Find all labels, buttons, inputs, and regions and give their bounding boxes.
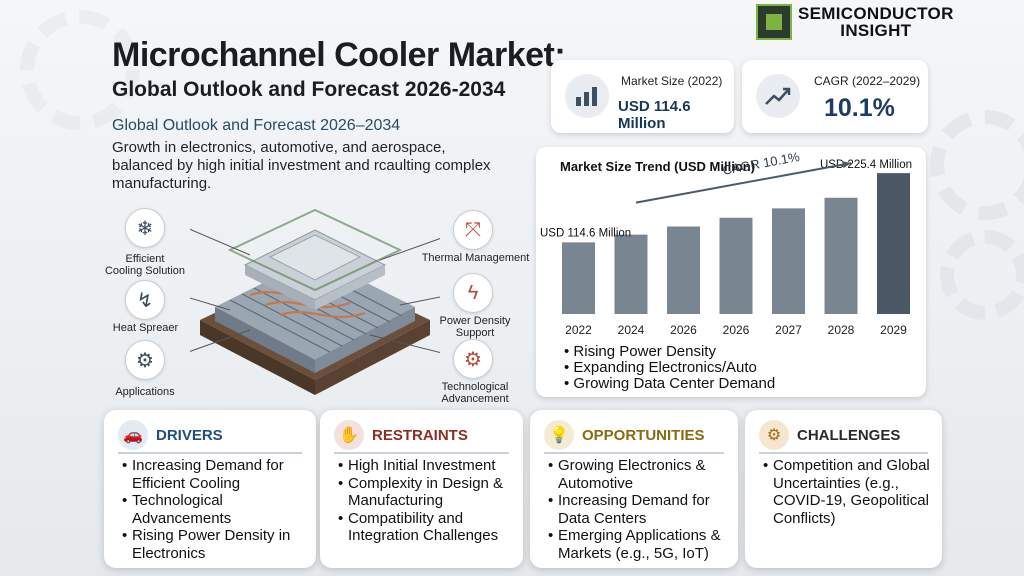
drivers-title: DRIVERS — [156, 426, 223, 444]
opportunities-title: OPPORTUNITIES — [582, 426, 705, 444]
chart-bar — [719, 217, 753, 314]
list-item: High Initial Investment — [338, 457, 515, 475]
brand-line2: INSIGHT — [840, 21, 912, 40]
trend-up-icon — [756, 74, 800, 118]
list-item: Increasing Demand for Efficient Cooling — [122, 457, 308, 492]
label-efficient-cooling: Efficient Cooling Solution — [100, 253, 190, 277]
snowflake-icon: ❄ — [125, 208, 165, 248]
page-subtitle: Global Outlook and Forecast 2026–2034 — [112, 117, 401, 134]
list-item: Emerging Applications & Markets (e.g., 5… — [548, 527, 730, 562]
label-tech-advancement-text: Technological Advancement — [441, 381, 509, 405]
label-applications: Applications — [115, 386, 175, 398]
chart-title: Market Size Trend (USD Million) — [560, 159, 756, 174]
chart-bar — [877, 173, 910, 314]
chart-annotation-last: USD 225.4 Million — [820, 159, 912, 171]
opportunities-panel: 💡 OPPORTUNITIES Growing Electronics & Au… — [530, 410, 738, 568]
background-gear-icon — [940, 230, 1024, 320]
chart-x-tick-label: 2026 — [670, 323, 697, 337]
thermal-management-icon: ⤧ — [453, 210, 493, 250]
drivers-panel: 🚗 DRIVERS Increasing Demand for Efficien… — [104, 410, 316, 568]
opportunities-list: Growing Electronics & Automotive Increas… — [548, 457, 730, 562]
drivers-list: Increasing Demand for Efficient Cooling … — [122, 457, 308, 562]
chart-bar — [562, 242, 595, 314]
microchannel-cooler-illustration — [190, 208, 440, 395]
restraints-title: RESTRAINTS — [372, 426, 468, 444]
chart-x-tick-label: 2022 — [565, 323, 592, 337]
chart-bar — [824, 197, 858, 314]
chart-bar — [667, 226, 700, 314]
challenges-title: CHALLENGES — [797, 426, 901, 444]
brand-logo: SEMICONDUCTOR INSIGHT — [756, 2, 954, 42]
page-description: Growth in electronics, automotive, and a… — [112, 139, 491, 192]
market-size-card: Market Size (2022) USD 114.6 Million — [551, 60, 734, 133]
chart-bullet-item: Growing Data Center Demand — [564, 376, 775, 392]
chart-x-tick-label: 2029 — [880, 323, 907, 337]
chart-annotation-first: USD 114.6 Million — [540, 227, 631, 239]
chart-x-tick-label: 2024 — [618, 323, 645, 337]
hand-stop-icon: ✋ — [334, 420, 364, 450]
tech-advancement-icon: ⚙ — [453, 339, 493, 379]
cagr-label: CAGR (2022–2029) — [814, 74, 921, 88]
chip-icon — [756, 4, 792, 40]
list-item: Compatibility and Integration Challenges — [338, 510, 515, 545]
opportunities-header: 💡 OPPORTUNITIES — [544, 418, 724, 454]
market-size-chart-card: Market Size Trend (USD Million) 2022 2024… — [536, 147, 926, 397]
list-item: Competition and Global Uncertainties (e.… — [763, 457, 934, 527]
market-size-label: Market Size (2022) — [621, 74, 723, 88]
label-power-density: Power Density Support — [425, 315, 525, 339]
heat-spreader-icon: ↯ — [125, 280, 165, 320]
label-power-density-text: Power Density Support — [439, 315, 511, 339]
chart-trend-arrow — [635, 162, 852, 204]
page-title: Microchannel Cooler Market: — [112, 36, 566, 74]
chart-bullet-list: Rising Power Density Expanding Electroni… — [564, 344, 775, 392]
list-item: Rising Power Density in Electronics — [122, 527, 308, 562]
chart-x-tick-label: 2027 — [775, 323, 802, 337]
chart-x-tick-label: 2028 — [828, 323, 855, 337]
car-icon: 🚗 — [118, 420, 148, 450]
chart-bullet-item: Expanding Electronics/Auto — [564, 360, 775, 376]
label-tech-advancement: Technological Advancement — [425, 381, 525, 405]
list-item: Increasing Demand for Data Centers — [548, 492, 730, 527]
page-title-line2: Global Outlook and Forecast 2026-2034 — [112, 78, 506, 101]
label-heat-spreader: Heat Spreaer — [112, 322, 179, 334]
drivers-header: 🚗 DRIVERS — [118, 418, 302, 454]
gears-icon: ⚙ — [759, 420, 789, 450]
challenges-header: ⚙ CHALLENGES — [759, 418, 928, 454]
chart-bullet-item: Rising Power Density — [564, 344, 775, 360]
restraints-header: ✋ RESTRAINTS — [334, 418, 509, 454]
label-thermal-management: Thermal Management — [421, 252, 530, 264]
restraints-panel: ✋ RESTRAINTS High Initial Investment Com… — [320, 410, 523, 568]
brand-name: SEMICONDUCTOR INSIGHT — [798, 5, 954, 39]
challenges-panel: ⚙ CHALLENGES Competition and Global Unce… — [745, 410, 942, 568]
chart-x-tick-label: 2026 — [723, 323, 750, 337]
cagr-card: CAGR (2022–2029) 10.1% — [742, 60, 928, 133]
market-size-bar-chart: 2022 2024 2026 2026 2027 2028 2029 USD 114.6 Mi… — [540, 149, 912, 337]
bar-chart-icon — [565, 74, 609, 118]
gears-icon: ⚙ — [125, 340, 165, 380]
chart-bar — [772, 208, 805, 314]
power-density-icon: ϟ — [453, 273, 493, 313]
list-item: Growing Electronics & Automotive — [548, 457, 730, 492]
list-item: Complexity in Design & Manufacturing — [338, 475, 515, 510]
lightbulb-icon: 💡 — [544, 420, 574, 450]
brand-line1: SEMICONDUCTOR — [798, 4, 954, 23]
label-efficient-cooling-text: Efficient Cooling Solution — [104, 253, 186, 277]
chart-bar — [614, 234, 648, 314]
challenges-list: Competition and Global Uncertainties (e.… — [763, 457, 934, 527]
list-item: Technological Advancements — [122, 492, 308, 527]
restraints-list: High Initial Investment Complexity in De… — [338, 457, 515, 545]
chart-trend-arrowhead — [842, 161, 851, 169]
market-size-value: USD 114.6 Million — [618, 98, 691, 132]
cagr-value: 10.1% — [824, 94, 895, 122]
background-gear-icon — [930, 110, 1024, 220]
